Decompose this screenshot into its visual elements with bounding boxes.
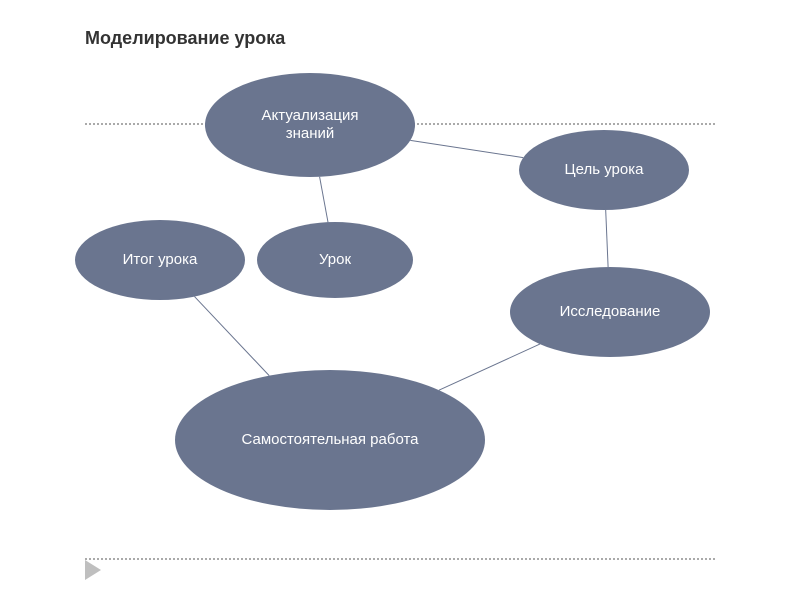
node-summary: Итог урока xyxy=(75,220,245,300)
edge xyxy=(439,344,540,390)
edge xyxy=(195,297,270,376)
node-research: Исследование xyxy=(510,267,710,357)
node-lesson: Урок xyxy=(257,222,413,298)
node-label: Цель урока xyxy=(565,161,644,179)
node-goal: Цель урока xyxy=(519,130,689,210)
node-actualization: Актуализация знаний xyxy=(205,73,415,177)
node-label: Актуализация знаний xyxy=(262,107,359,143)
edge xyxy=(410,140,523,157)
page-title: Моделирование урока xyxy=(85,28,285,49)
node-label: Исследование xyxy=(560,303,661,321)
node-selfwork: Самостоятельная работа xyxy=(175,370,485,510)
node-label: Самостоятельная работа xyxy=(241,431,418,449)
slide-arrow-icon xyxy=(85,560,101,580)
edge xyxy=(320,177,328,222)
node-label: Итог урока xyxy=(123,251,198,269)
node-label: Урок xyxy=(319,251,351,269)
dotted-divider xyxy=(85,558,715,560)
edge xyxy=(606,210,608,267)
